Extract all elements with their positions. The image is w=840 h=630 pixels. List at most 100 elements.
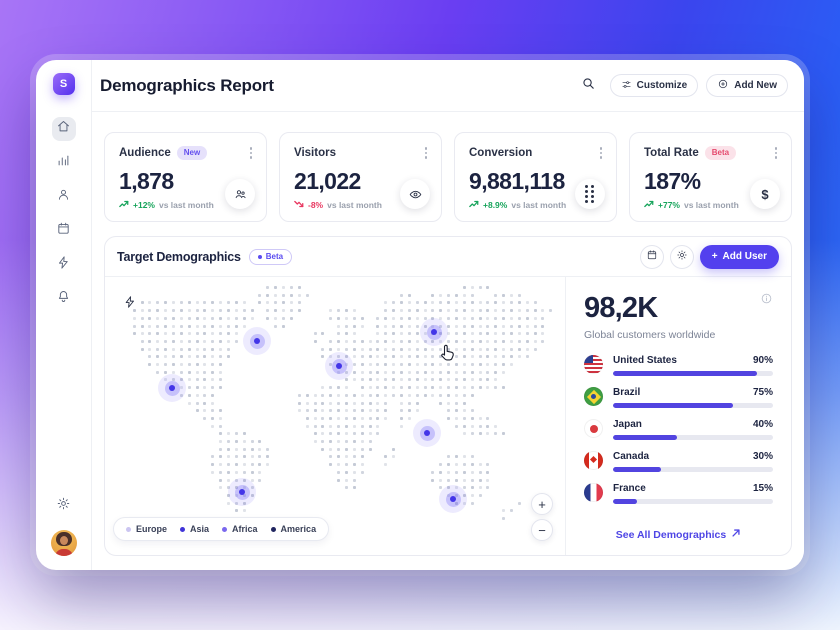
app-logo: S — [52, 73, 75, 95]
user-avatar[interactable] — [50, 530, 77, 556]
progress-fill — [613, 435, 677, 440]
dollar-icon: $ — [750, 179, 780, 209]
stat-value: 187% — [644, 167, 701, 194]
sidebar-item-users[interactable] — [52, 185, 76, 209]
stat-value: 1,878 — [119, 167, 174, 194]
global-customers-caption: Global customers worldwide — [584, 329, 716, 341]
panel-title: Target Demographics — [117, 249, 241, 264]
sidebar-item-settings[interactable] — [52, 494, 76, 518]
legend-item-africa[interactable]: Africa — [222, 524, 258, 534]
zoom-out-button[interactable]: − — [531, 519, 553, 541]
legend-item-america[interactable]: America — [270, 524, 316, 534]
map-marker[interactable] — [413, 419, 441, 447]
panel-settings-button[interactable] — [669, 244, 694, 269]
trend-up-icon — [119, 200, 129, 210]
progress-fill — [613, 499, 637, 504]
progress-track — [613, 499, 773, 504]
kebab-menu-icon[interactable] — [598, 145, 605, 161]
stat-card-conversion: Conversion 9,881,118 +8.9% vs last month — [454, 132, 617, 222]
eye-icon — [400, 179, 430, 209]
country-row: France 15% — [584, 483, 773, 504]
bell-icon — [56, 289, 71, 309]
stat-title: Audience — [119, 146, 171, 159]
info-icon[interactable] — [760, 292, 773, 310]
flag-canada-icon — [584, 451, 603, 470]
circle-plus-icon — [717, 78, 729, 93]
trend-down-icon — [294, 200, 304, 210]
map-legend: Europe Asia Africa America — [113, 517, 330, 541]
stat-title: Conversion — [469, 146, 533, 159]
stat-title: Visitors — [294, 146, 336, 159]
beta-badge: Beta — [704, 145, 737, 160]
world-map[interactable]: Europe Asia Africa America + − — [105, 277, 565, 555]
trend-up-icon — [644, 200, 654, 210]
new-badge: New — [176, 145, 208, 160]
gear-icon — [56, 496, 71, 516]
beta-pill: Beta — [248, 248, 293, 265]
progress-track — [613, 467, 773, 472]
sidebar-item-calendar[interactable] — [52, 219, 76, 243]
country-row: Brazil 75% — [584, 387, 773, 408]
app-window: S — [36, 60, 804, 570]
zoom-in-button[interactable]: + — [531, 493, 553, 515]
see-all-demographics-link[interactable]: See All Demographics — [584, 520, 773, 543]
map-marker[interactable] — [228, 478, 256, 506]
sliders-icon — [621, 79, 632, 93]
stat-card-audience: Audience New 1,878 +12% vs last month — [104, 132, 267, 222]
sidebar-item-automation[interactable] — [52, 253, 76, 277]
kebab-menu-icon[interactable] — [423, 145, 430, 161]
calendar-icon — [646, 249, 658, 264]
stat-title: Total Rate — [644, 146, 699, 159]
progress-fill — [613, 403, 733, 408]
stat-value: 21,022 — [294, 167, 361, 194]
flag-japan-icon — [584, 419, 603, 438]
legend-item-europe[interactable]: Europe — [126, 524, 167, 534]
gear-icon — [676, 249, 688, 264]
sidebar-item-analytics[interactable] — [52, 151, 76, 175]
calendar-icon — [56, 221, 71, 241]
demographics-summary: 98,2K Global customers worldwide United … — [565, 277, 791, 555]
search-button[interactable] — [576, 73, 602, 99]
global-customers-value: 98,2K — [584, 292, 658, 324]
search-icon — [581, 76, 596, 96]
cursor-pointer — [437, 342, 457, 362]
trend-up-icon — [469, 200, 479, 210]
target-demographics-panel: Target Demographics Beta + Add User — [104, 236, 792, 556]
flag-france-icon — [584, 483, 603, 502]
progress-track — [613, 371, 773, 376]
people-icon — [225, 179, 255, 209]
map-marker[interactable] — [158, 374, 186, 402]
map-marker[interactable] — [420, 318, 448, 346]
arrow-up-right-icon — [731, 528, 741, 541]
progress-fill — [613, 467, 661, 472]
country-row: Japan 40% — [584, 419, 773, 440]
stat-value: 9,881,118 — [469, 167, 565, 194]
map-marker[interactable] — [325, 352, 353, 380]
country-list: United States 90% Brazil 75% — [584, 355, 773, 504]
add-new-button[interactable]: Add New — [706, 74, 788, 97]
top-bar: Demographics Report Customize Add New — [92, 60, 804, 112]
flag-us-icon — [584, 355, 603, 374]
country-row: United States 90% — [584, 355, 773, 376]
flag-brazil-icon — [584, 387, 603, 406]
bar-chart-icon — [56, 153, 71, 173]
stats-row: Audience New 1,878 +12% vs last month — [104, 132, 792, 222]
add-user-button[interactable]: + Add User — [699, 244, 779, 269]
sidebar-item-home[interactable] — [51, 117, 76, 141]
date-range-button[interactable] — [639, 244, 664, 269]
progress-track — [613, 403, 773, 408]
page-title: Demographics Report — [100, 75, 274, 95]
customize-button[interactable]: Customize — [609, 74, 699, 97]
map-marker[interactable] — [439, 485, 467, 513]
grid-dots-icon — [575, 179, 605, 209]
sidebar-item-notifications[interactable] — [52, 287, 76, 311]
map-marker[interactable] — [243, 327, 271, 355]
zap-icon — [56, 255, 71, 275]
progress-fill — [613, 371, 757, 376]
kebab-menu-icon[interactable] — [248, 145, 255, 161]
legend-item-asia[interactable]: Asia — [180, 524, 209, 534]
progress-track — [613, 435, 773, 440]
zap-icon[interactable] — [119, 291, 141, 313]
kebab-menu-icon[interactable] — [773, 145, 780, 161]
user-icon — [56, 187, 71, 207]
